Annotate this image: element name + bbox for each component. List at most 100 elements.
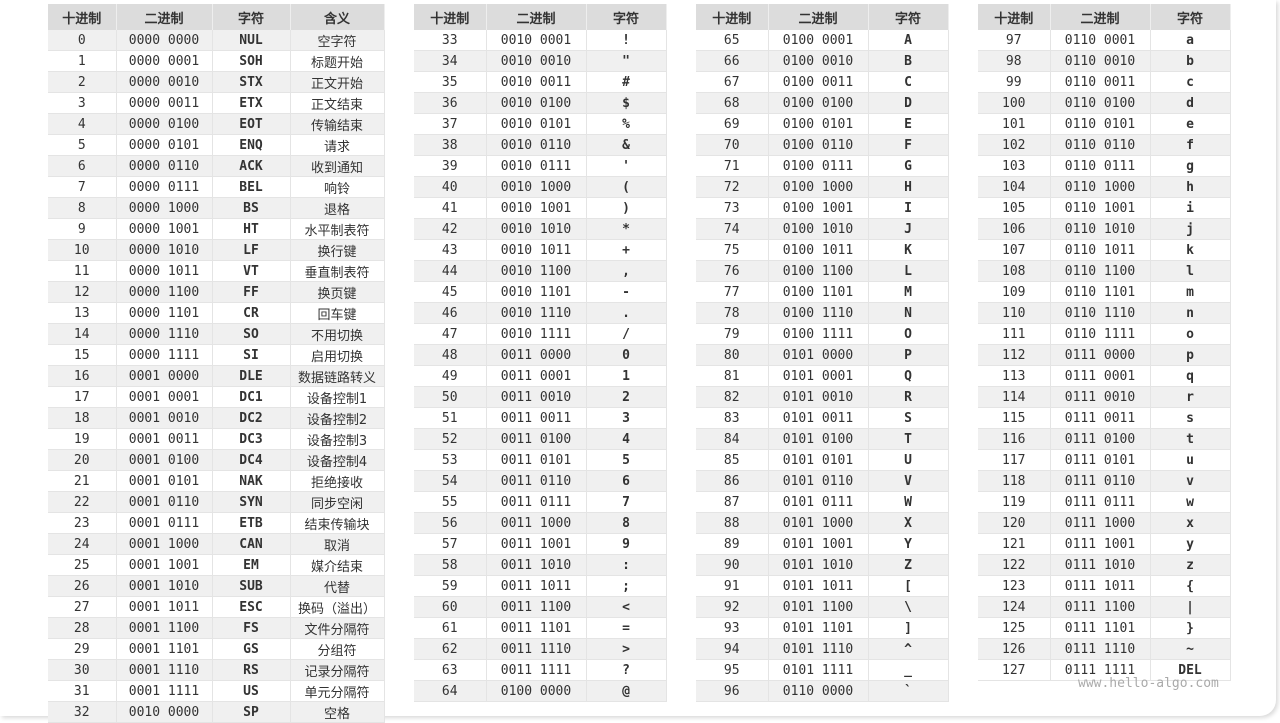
meaning-cell: 设备控制4	[290, 449, 385, 471]
table-row: 63 0011 1111?	[414, 659, 667, 681]
binary-cell: 0111 1010	[1050, 554, 1151, 576]
table-row: 5 0000 0101 ENQ 请求	[48, 134, 385, 156]
table-row: 8 0000 1000 BS 退格	[48, 197, 385, 219]
meaning-cell: 标题开始	[290, 50, 385, 72]
binary-cell: 0111 0010	[1050, 386, 1151, 408]
decimal-cell: 1	[48, 50, 117, 72]
decimal-cell: 74	[696, 218, 769, 240]
decimal-cell: 37	[414, 113, 487, 135]
decimal-cell: 87	[696, 491, 769, 513]
decimal-cell: 32	[48, 701, 117, 723]
decimal-cell: 94	[696, 638, 769, 660]
table-row: 4 0000 0100 EOT 传输结束	[48, 113, 385, 135]
char-cell: VT	[212, 260, 291, 282]
decimal-cell: 22	[48, 491, 117, 513]
meaning-cell: 收到通知	[290, 155, 385, 177]
binary-cell: 0100 0000	[486, 680, 587, 702]
decimal-cell: 39	[414, 155, 487, 177]
binary-cell: 0000 0001	[116, 50, 213, 72]
char-cell: A	[868, 30, 949, 51]
decimal-cell: 59	[414, 575, 487, 597]
decimal-cell: 43	[414, 239, 487, 261]
char-cell: /	[586, 323, 667, 345]
meaning-cell: 设备控制3	[290, 428, 385, 450]
char-cell: T	[868, 428, 949, 450]
char-cell: y	[1150, 533, 1231, 555]
binary-cell: 0111 1001	[1050, 533, 1151, 555]
decimal-cell: 92	[696, 596, 769, 618]
table-row: 95 0101 1111 _	[696, 659, 949, 681]
decimal-cell: 99	[978, 71, 1051, 93]
meaning-cell: 记录分隔符	[290, 659, 385, 681]
decimal-cell: 65	[696, 30, 769, 51]
table-row: 23 0001 0111 ETB 结束传输块	[48, 512, 385, 534]
meaning-cell: 不用切换	[290, 323, 385, 345]
decimal-cell: 2	[48, 71, 117, 93]
decimal-cell: 104	[978, 176, 1051, 198]
header-char: 字符	[1150, 4, 1231, 30]
binary-cell: 0010 0000	[116, 701, 213, 723]
decimal-cell: 114	[978, 386, 1051, 408]
meaning-cell: 媒介结束	[290, 554, 385, 576]
table-row: 102 0110 0110 f	[978, 134, 1231, 156]
char-cell: 4	[586, 428, 667, 450]
binary-cell: 0100 0010	[768, 50, 869, 72]
decimal-cell: 86	[696, 470, 769, 492]
binary-cell: 0001 0101	[116, 470, 213, 492]
binary-cell: 0100 1000	[768, 176, 869, 198]
table-row: 92 0101 1100 \	[696, 596, 949, 618]
table-row: 86 0101 0110 V	[696, 470, 949, 492]
binary-cell: 0011 0001	[486, 365, 587, 387]
meaning-cell: 拒绝接收	[290, 470, 385, 492]
binary-cell: 0000 1000	[116, 197, 213, 219]
char-cell: L	[868, 260, 949, 282]
char-cell: ESC	[212, 596, 291, 618]
decimal-cell: 20	[48, 449, 117, 471]
binary-cell: 0101 1100	[768, 596, 869, 618]
table-row: 90 0101 1010 Z	[696, 554, 949, 576]
table-row: 38 0010 0110 &	[414, 134, 667, 156]
header-meaning: 含义	[290, 4, 385, 30]
char-cell: ACK	[212, 155, 291, 177]
decimal-cell: 118	[978, 470, 1051, 492]
decimal-cell: 91	[696, 575, 769, 597]
decimal-cell: 72	[696, 176, 769, 198]
table-row: 7 0000 0111 BEL 响铃	[48, 176, 385, 198]
decimal-cell: 124	[978, 596, 1051, 618]
char-cell: E	[868, 113, 949, 135]
binary-cell: 0110 1001	[1050, 197, 1151, 219]
char-cell: I	[868, 197, 949, 219]
binary-cell: 0010 0001	[486, 30, 587, 51]
char-cell: P	[868, 344, 949, 366]
table-row: 74 0100 1010 J	[696, 218, 949, 240]
decimal-cell: 26	[48, 575, 117, 597]
table-row: 10 0000 1010 LF 换行键	[48, 239, 385, 261]
meaning-cell: 换码（溢出）	[290, 596, 385, 618]
char-cell: SI	[212, 344, 291, 366]
table-row: 32 0010 0000 SP 空格	[48, 701, 385, 723]
decimal-cell: 19	[48, 428, 117, 450]
decimal-cell: 0	[48, 30, 117, 51]
binary-cell: 0010 1001	[486, 197, 587, 219]
decimal-cell: 52	[414, 428, 487, 450]
binary-cell: 0100 0001	[768, 30, 869, 51]
decimal-cell: 127	[978, 659, 1051, 681]
meaning-cell: 设备控制2	[290, 407, 385, 429]
binary-cell: 0100 0111	[768, 155, 869, 177]
char-cell: <	[586, 596, 667, 618]
decimal-cell: 107	[978, 239, 1051, 261]
decimal-cell: 125	[978, 617, 1051, 639]
table-row: 50 0011 0010 2	[414, 386, 667, 408]
char-cell: K	[868, 239, 949, 261]
decimal-cell: 36	[414, 92, 487, 114]
table-row: 113 0111 0001 q	[978, 365, 1231, 387]
binary-cell: 0101 1110	[768, 638, 869, 660]
binary-cell: 0000 0010	[116, 71, 213, 93]
char-cell: 7	[586, 491, 667, 513]
binary-cell: 0011 0100	[486, 428, 587, 450]
binary-cell: 0110 0011	[1050, 71, 1151, 93]
char-cell: z	[1150, 554, 1231, 576]
meaning-cell: 正文开始	[290, 71, 385, 93]
table-row: 83 0101 0011 S	[696, 407, 949, 429]
binary-cell: 0001 1101	[116, 638, 213, 660]
